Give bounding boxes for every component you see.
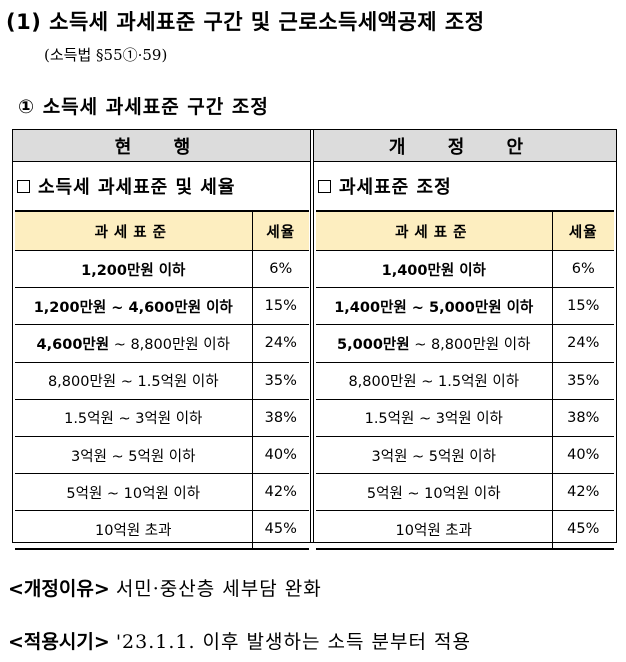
bracket-text: 10억원 초과 [95,522,172,539]
revision-reason: <개정이유> 서민·중산층 세부담 완화 [8,574,322,601]
rate-header: 세율 [551,210,614,251]
document-heading: (1) 소득세 과세표준 구간 및 근로소득세액공제 조정 [6,10,485,34]
bracket-text: 3억원 ~ 5억원 이하 [371,448,496,465]
effective-date: <적용시기> '23.1.1. 이후 발생하는 소득 분부터 적용 [8,627,471,654]
rate-cell: 38% [551,399,614,437]
effective-date-label: <적용시기> [8,631,110,653]
current-section-title-text: 소득세 과세표준 및 세율 [38,177,236,198]
bracket-cell: 5억원 ~ 10억원 이하 [316,473,552,512]
table-row: 10억원 초과 45% [15,510,309,550]
table-row: 1,400만원 이하 6% [316,250,614,289]
bracket-bold-text: 5,000만원 [337,336,410,353]
current-section-title: 소득세 과세표준 및 세율 [13,162,310,210]
bracket-cell: 1,400만원 이하 [316,250,552,289]
rate-cell: 6% [251,250,309,289]
proposed-section-title: 과세표준 조정 [314,162,616,210]
rate-cell: 6% [551,250,614,289]
table-row: 5,000만원 ~ 8,800만원 이하 24% [316,324,614,363]
bracket-header: 과세표준 [15,210,252,251]
checkbox-icon [318,179,331,193]
rate-cell: 35% [551,362,614,400]
table-row: 1.5억원 ~ 3억원 이하 38% [316,399,614,437]
current-rate-table: 과세표준 세율 1,200만원 이하 6% 1,200만원 ~ 4,600만원 이하… [15,210,309,550]
comparison-table: 현 행 소득세 과세표준 및 세율 과세표준 세율 1,200만원 이하 6% 1,… [12,129,617,550]
revision-reason-label: <개정이유> [8,578,110,600]
proposed-column-header: 개 정 안 [314,130,616,162]
bracket-text: ~ 8,800만원 이하 [409,336,531,353]
rate-cell: 35% [251,362,309,400]
rate-cell: 40% [251,436,309,475]
table-row: 4,600만원 ~ 8,800만원 이하 24% [15,324,309,363]
bracket-text: 1.5억원 ~ 3억원 이하 [364,411,503,428]
bracket-cell: 3억원 ~ 5억원 이하 [15,436,252,475]
bracket-cell: 8,800만원 ~ 1.5억원 이하 [316,362,552,400]
revision-reason-text: 서민·중산층 세부담 완화 [115,578,322,600]
bracket-cell: 3억원 ~ 5억원 이하 [316,436,552,475]
table-row: 1,400만원 ~ 5,000만원 이하 15% [316,287,614,326]
bracket-cell: 5,000만원 ~ 8,800만원 이하 [316,324,552,363]
proposed-rate-table: 과세표준 세율 1,400만원 이하 6% 1,400만원 ~ 5,000만원 이하… [316,210,614,550]
section-subheading: ① 소득세 과세표준 구간 조정 [18,96,269,118]
bracket-header: 과세표준 [316,210,552,251]
table-row: 1,200만원 ~ 4,600만원 이하 15% [15,287,309,326]
bracket-cell: 1,200만원 ~ 4,600만원 이하 [15,287,252,326]
bracket-cell: 1,200만원 이하 [15,250,252,289]
bracket-bold-text: 4,600만원 [36,336,110,353]
table-row: 5억원 ~ 10억원 이하 42% [15,473,309,512]
table-row: 1.5억원 ~ 3억원 이하 38% [15,399,309,437]
bracket-text: 1.5억원 ~ 3억원 이하 [64,411,203,428]
rate-header: 세율 [251,210,309,251]
bracket-bold-text: 1,200만원 이하 [81,262,186,279]
bracket-bold-text: 1,400만원 ~ 5,000만원 이하 [334,299,534,316]
current-column-header: 현 행 [13,130,310,162]
bracket-cell: 10억원 초과 [316,510,552,550]
rate-cell: 15% [551,287,614,326]
bracket-cell: 4,600만원 ~ 8,800만원 이하 [15,324,252,363]
table-row: 3억원 ~ 5억원 이하 40% [15,436,309,475]
rate-cell: 42% [551,473,614,512]
bracket-bold-text: 1,200만원 ~ 4,600만원 이하 [33,299,233,316]
bracket-cell: 1,400만원 ~ 5,000만원 이하 [316,287,552,326]
rate-cell: 24% [251,324,309,363]
table-row: 8,800만원 ~ 1.5억원 이하 35% [316,362,614,400]
current-column: 현 행 소득세 과세표준 및 세율 과세표준 세율 1,200만원 이하 6% 1,… [13,130,311,550]
rate-cell: 42% [251,473,309,512]
bracket-text: 8,800만원 ~ 1.5억원 이하 [348,374,520,391]
proposed-section-title-text: 과세표준 조정 [339,177,452,198]
rate-cell: 45% [251,510,309,550]
bracket-text: 5억원 ~ 10억원 이하 [66,485,201,502]
rate-cell: 24% [551,324,614,363]
proposed-column: 개 정 안 과세표준 조정 과세표준 세율 1,400만원 이하 6% 1,400만… [313,130,616,550]
law-reference: (소득법 §55①·59) [44,46,168,64]
bracket-cell: 5억원 ~ 10억원 이하 [15,473,252,512]
bracket-bold-text: 1,400만원 이하 [381,262,486,279]
bracket-text: 10억원 초과 [395,522,472,539]
bracket-cell: 1.5억원 ~ 3억원 이하 [15,399,252,437]
rate-cell: 45% [551,510,614,550]
bracket-text: 8,800만원 ~ 1.5억원 이하 [47,374,219,391]
rate-cell: 40% [551,436,614,475]
checkbox-icon [17,179,30,193]
bracket-cell: 10억원 초과 [15,510,252,550]
bracket-text: ~ 8,800만원 이하 [109,336,230,353]
table-row: 5억원 ~ 10억원 이하 42% [316,473,614,512]
bracket-cell: 1.5억원 ~ 3억원 이하 [316,399,552,437]
table-row: 1,200만원 이하 6% [15,250,309,289]
effective-date-text: '23.1.1. 이후 발생하는 소득 분부터 적용 [115,631,471,653]
bracket-cell: 8,800만원 ~ 1.5억원 이하 [15,362,252,400]
bracket-text: 3억원 ~ 5억원 이하 [71,448,196,465]
table-row: 10억원 초과 45% [316,510,614,550]
bracket-text: 5억원 ~ 10억원 이하 [366,485,501,502]
rate-cell: 38% [251,399,309,437]
rate-cell: 15% [251,287,309,326]
table-row: 8,800만원 ~ 1.5억원 이하 35% [15,362,309,400]
table-row: 3억원 ~ 5억원 이하 40% [316,436,614,475]
